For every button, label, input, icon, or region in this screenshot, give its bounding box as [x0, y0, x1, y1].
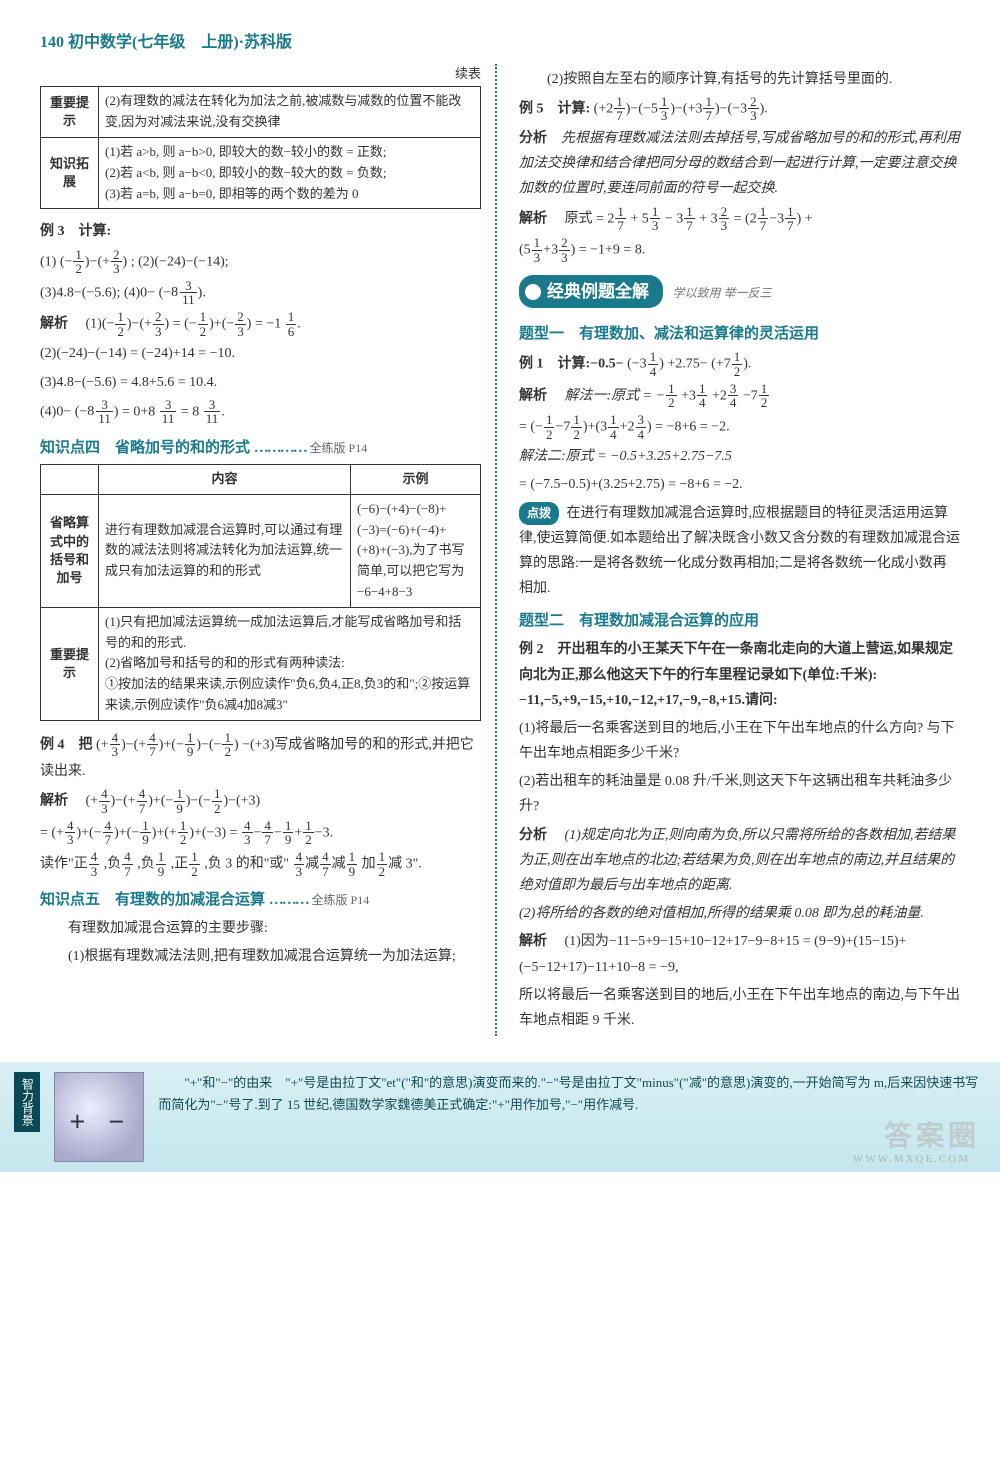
page-number: 140 — [40, 34, 64, 51]
kp5-heading: 知识点五 有理数的加减混合运算 ……… 全练版 P14 — [40, 888, 481, 912]
t2ex2-title: 例 2 开出租车的小王某天下午在一条南北走向的大道上营运,如果规定向北为正,那么… — [519, 637, 960, 713]
table-continued: 重要提示 (2)有理数的减法在转化为加法之前,被减数与减数的位置不能改变,因为对… — [40, 86, 481, 209]
t2ex2-q1: (1)将最后一名乘客送到目的地后,小王在下午出车地点的什么方向? 与下午出车地点… — [519, 716, 960, 766]
ex3-title: 例 3 计算: — [40, 219, 481, 244]
t1ex1-title: 例 1 计算:−0.5− (−314) +2.75− (+712). — [519, 350, 960, 378]
t2-h1: 内容 — [99, 465, 351, 495]
table-kp4: 内容 示例 省略算式中的括号和加号 进行有理数加减混合运算时,可以通过有理数的减… — [40, 464, 481, 721]
section-banner: 经典例题全解 学以致用 举一反三 — [519, 267, 960, 314]
footer-body: "+"和"−"的由来 "+"号是由拉丁文"et"("和"的意思)演变而来的."−… — [158, 1072, 986, 1116]
t1ex1-sol1b: = (−12−712)+(314+234) = −8+6 = −2. — [519, 413, 960, 441]
t1ex1-sol: 解析 解法一:原式 = −12 +314 +234 −712 — [519, 382, 960, 410]
t1ex1-m2b: = (−7.5−0.5)+(3.25+2.75) = −8+6 = −2. — [519, 472, 960, 497]
t1ex1-m2a: 解法二:原式 = −0.5+3.25+2.75−7.5 — [519, 444, 960, 469]
ex5-sol2: (513+323) = −1+9 = 8. — [519, 236, 960, 264]
t2ex2-an2: (2)将所给的各数的绝对值相加,所得的结果乘 0.08 即为总的耗油量. — [519, 901, 960, 926]
t2-r1-ex: (−6)−(+4)−(−8)+(−3)=(−6)+(−4)+(+8)+(−3),… — [351, 494, 481, 607]
t2ex2-sol: 解析 (1)因为−11−5+9−15+10−12+17−9−8+15 = (9−… — [519, 929, 960, 979]
t2-r2-body: (1)只有把加减法运算统一成加法运算后,才能写成省略加号和括号的和的形式. (2… — [99, 607, 481, 720]
t1-r1-body: (2)有理数的减法在转化为加法之前,被减数与减数的位置不能改变,因为对减法来说,… — [99, 87, 481, 138]
ex5-analysis: 分析 先根据有理数减法法则去掉括号,写成省略加号的和的形式,再利用加法交换律和结… — [519, 126, 960, 202]
watermark-url: WWW.MXQE.COM — [853, 1151, 970, 1169]
t2-r2-l2: (2)省略加号和括号的和的形式有两种读法: — [105, 653, 474, 674]
t2-r1-body: 进行有理数加减混合运算时,可以通过有理数的减法法则将减法转化为加法运算,统一成只… — [99, 494, 351, 607]
kp5-p1: 有理数加减混合运算的主要步骤: — [40, 916, 481, 941]
t1-r2-l2: (2)若 a<b, 则 a−b<0, 即较小的数−较大的数 = 负数; — [105, 163, 474, 184]
left-column: 续表 重要提示 (2)有理数的减法在转化为加法之前,被减数与减数的位置不能改变,… — [40, 64, 497, 1037]
t2ex2-q2: (2)若出租车的耗油量是 0.08 升/千米,则这天下午这辆出租车共耗油多少升? — [519, 769, 960, 819]
page-header: 140 初中数学(七年级 上册)·苏科版 — [40, 30, 960, 56]
footer-thumb-icon — [54, 1072, 144, 1162]
t2-r1-head: 省略算式中的括号和加号 — [41, 494, 99, 607]
right-column: (2)按照自左至右的顺序计算,有括号的先计算括号里面的. 例 5 计算: (+2… — [515, 64, 960, 1037]
ex4-read: 读作"正43 ,负47 ,负19 ,正12 ,负 3 的和"或" 43减47减1… — [40, 850, 481, 878]
ex3-q1: (1) (−12)−(+23) ; (2)(−24)−(−14); — [40, 248, 481, 276]
kp4-heading: 知识点四 省略加号的和的形式 ………… 全练版 P14 — [40, 436, 481, 460]
t2-r2-head: 重要提示 — [41, 607, 99, 720]
kp5-p2: (1)根据有理数减法法则,把有理数加减混合运算统一为加法运算; — [40, 944, 481, 969]
t2-r2-l3: ①按加法的结果来读,示例应读作"负6,负4,正8,负3的和";②按运算来读,示例… — [105, 674, 474, 716]
ex3-q3: (3)4.8−(−5.6); (4)0− (−8311). — [40, 279, 481, 307]
t1-r2-body: (1)若 a>b, 则 a−b>0, 即较大的数−较小的数 = 正数; (2)若… — [99, 137, 481, 208]
t1-r2-l3: (3)若 a=b, 则 a−b=0, 即相等的两个数的差为 0 — [105, 184, 474, 205]
continue-label: 续表 — [40, 64, 481, 85]
t2-r2-l1: (1)只有把加减法运算统一成加法运算后,才能写成省略加号和括号的和的形式. — [105, 612, 474, 654]
kp5-p3: (2)按照自左至右的顺序计算,有括号的先计算括号里面的. — [519, 67, 960, 92]
ex3-sol: 解析 (1)(−12)−(+23) = (−12)+(−23) = −1 16. — [40, 310, 481, 338]
ex4-step2: = (+43)+(−47)+(−19)+(+12)+(−3) = 43−47−1… — [40, 819, 481, 847]
topic1-title: 题型一 有理数加、减法和运算律的灵活运用 — [519, 322, 960, 346]
footer-badge: 智力背景 — [14, 1072, 40, 1132]
ex5-title: 例 5 计算: (+217)−(−513)−(+317)−(−323). — [519, 95, 960, 123]
ex3-s4: (4)0− (−8311) = 0+8 311 = 8 311. — [40, 398, 481, 426]
t1-r2-head: 知识拓展 — [41, 137, 99, 208]
t1-r1-head: 重要提示 — [41, 87, 99, 138]
t2-h2: 示例 — [351, 465, 481, 495]
topic2-title: 题型二 有理数加减混合运算的应用 — [519, 609, 960, 633]
ex3-s2: (2)(−24)−(−14) = (−24)+14 = −10. — [40, 341, 481, 366]
tip-block: 点拨 在进行有理数加减混合运算时,应根据题目的特征灵活运用运算律,使运算简便.如… — [519, 501, 960, 602]
ex4-title: 例 4 把 (+43)−(+47)+(−19)−(−12) −(+3)写成省略加… — [40, 731, 481, 784]
footer-block: 智力背景 "+"和"−"的由来 "+"号是由拉丁文"et"("和"的意思)演变而… — [0, 1062, 1000, 1172]
ex4-sol: 解析 (+43)−(+47)+(−19)−(−12)−(+3) — [40, 787, 481, 815]
t1-r2-l1: (1)若 a>b, 则 a−b>0, 即较大的数−较小的数 = 正数; — [105, 142, 474, 163]
ex3-s3: (3)4.8−(−5.6) = 4.8+5.6 = 10.4. — [40, 370, 481, 395]
page-title: 初中数学(七年级 上册)·苏科版 — [68, 34, 292, 51]
ex5-sol: 解析 原式 = 217 + 513 − 317 + 323 = (217−317… — [519, 205, 960, 233]
t2ex2-sol1b: 所以将最后一名乘客送到目的地后,小王在下午出车地点的南边,与下午出车地点相距 9… — [519, 983, 960, 1033]
t2ex2-an: 分析 (1)规定向北为正,则向南为负,所以只需将所给的各数相加,若结果为正,则在… — [519, 823, 960, 899]
